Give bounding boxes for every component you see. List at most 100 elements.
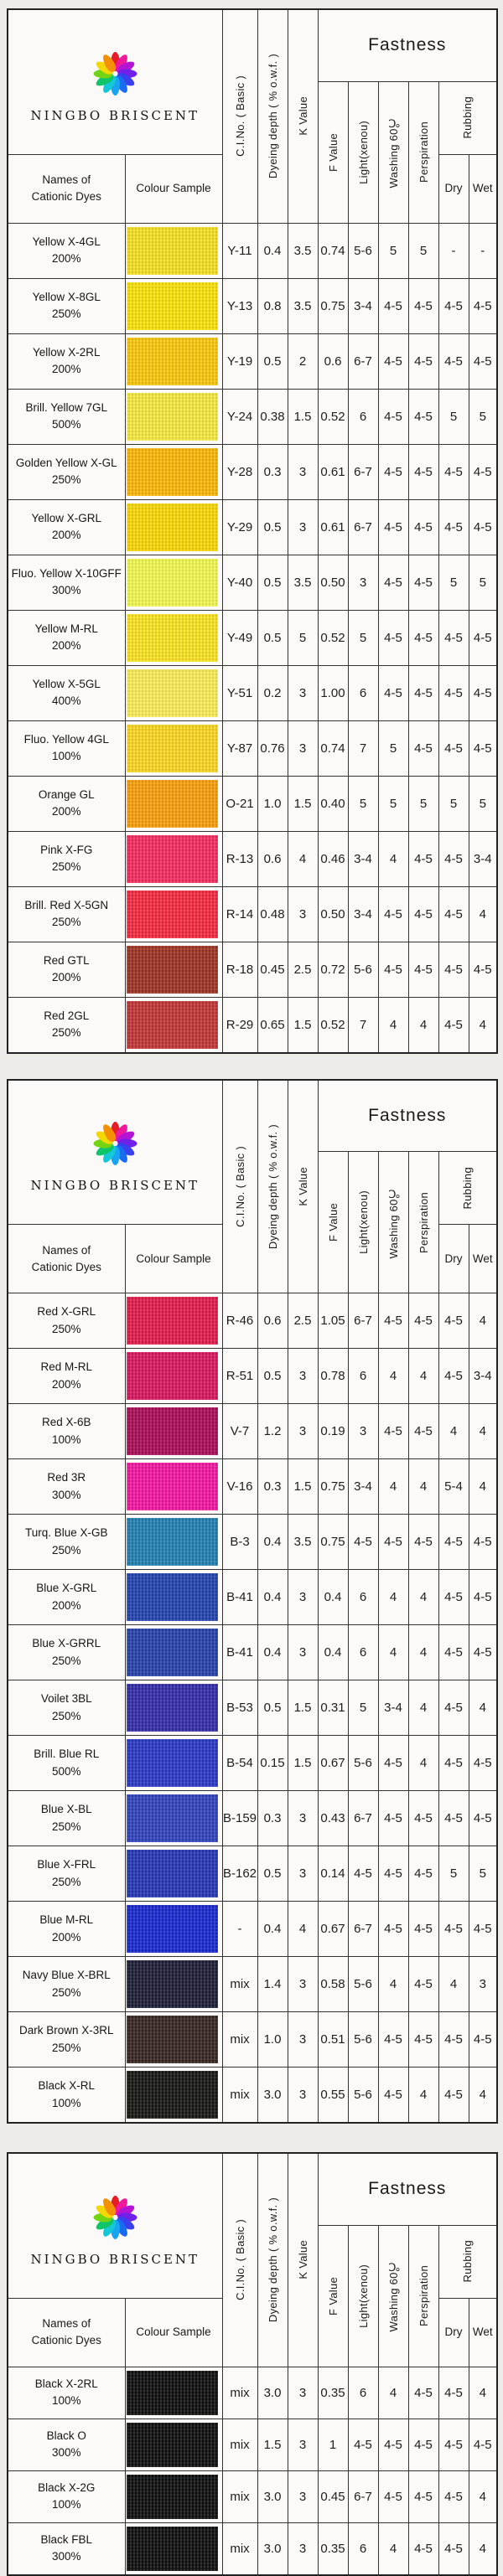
col-header-wet: Wet — [468, 2297, 498, 2367]
rubbing-wet-cell: 4 — [468, 1680, 498, 1736]
light-fastness-cell: 5-6 — [347, 2067, 379, 2124]
table-row: Black O 300% mix 1.5 3 1 4-5 4-5 4-5 4-5 4-5 — [7, 2418, 498, 2471]
dye-concentration: 300% — [51, 1488, 81, 1501]
perspiration-label: Perspiration — [417, 121, 430, 183]
perspiration-fastness-cell: 4-5 — [407, 388, 439, 445]
names-label-line2: Cationic Dyes — [31, 1260, 101, 1273]
washing-fastness-cell: 4-5 — [377, 1293, 409, 1349]
rubbing-wet-cell: 4 — [468, 2470, 498, 2523]
f-value-cell: 0.14 — [317, 1846, 349, 1902]
col-header-dyeing-depth: Dyeing depth ( % o.w.f. ) — [257, 2152, 288, 2367]
table-row: Turq. Blue X-GB 250% B-3 0.4 3.5 0.75 4-5 4-5 4-… — [7, 1514, 498, 1570]
washing-fastness-cell: 4-5 — [377, 554, 409, 611]
company-name: NINGBO BRISCENT — [30, 107, 200, 123]
rubbing-dry-cell: 4-5 — [438, 941, 469, 998]
f-value-label: F Value — [326, 132, 340, 172]
table-row: Brill. Yellow 7GL 500% Y-24 0.38 1.5 0.52 6 4-5… — [7, 388, 498, 445]
dye-name: Brill. Yellow 7GL — [25, 400, 108, 414]
colour-swatch — [126, 447, 218, 496]
dye-colour-card-1: NINGBO BRISCENT C.I.No. ( Basic ) Dyeing… — [7, 8, 499, 1054]
colour-swatch — [126, 834, 218, 883]
dye-name: Red 3R — [47, 1471, 86, 1484]
k-value-cell: 3 — [287, 2522, 319, 2575]
washing-fastness-cell: 4 — [377, 996, 409, 1053]
washing-fastness-cell: 3-4 — [377, 1680, 409, 1736]
light-fastness-cell: 6-7 — [347, 443, 379, 500]
rubbing-dry-cell: 4-5 — [438, 1514, 469, 1570]
dye-concentration: 300% — [51, 2446, 81, 2459]
dyeing-depth-cell: 0.48 — [257, 885, 288, 942]
table-row: Blue M-RL 200% -0.4 4 0.67 6-7 4-5 4-5 4-5 4-5 — [7, 1901, 498, 1957]
rubbing-wet-cell: 5 — [468, 554, 498, 611]
perspiration-fastness-cell: 4-5 — [407, 277, 439, 334]
colour-swatch — [126, 2071, 218, 2119]
ci-no-cell: mix — [221, 1956, 258, 2012]
colour-sample-cell — [124, 2470, 223, 2523]
colour-swatch — [126, 1905, 218, 1953]
washing-fastness-cell: 4-5 — [377, 2470, 409, 2523]
colour-swatch — [126, 669, 218, 717]
k-value-cell: 5 — [287, 609, 319, 666]
dye-name: Red M-RL — [40, 1360, 92, 1374]
colour-sample-cell — [124, 2011, 223, 2068]
dyeing-depth-cell: 0.4 — [257, 1901, 288, 1957]
table-row: Red 2GL 250% R-29 0.65 1.5 0.52 7 4 4 4-5 4 — [7, 996, 498, 1053]
rubbing-wet-cell: 4-5 — [468, 1514, 498, 1570]
rubbing-wet-cell: 4-5 — [468, 333, 498, 390]
col-header-dry: Dry — [438, 1224, 469, 1293]
rubbing-dry-cell: 4 — [438, 1403, 469, 1459]
header-row-2: F Value Light(xenou) Washing 60℃ Perspir… — [8, 1151, 498, 1293]
table-row: Red 3R 300% V-16 0.3 1.5 0.75 3-4 4 4 5-4 4 — [7, 1458, 498, 1515]
k-value-cell: 4 — [287, 830, 319, 887]
dyeing-depth-label: Dyeing depth ( % o.w.f. ) — [266, 2197, 279, 2323]
colour-sample-cell — [124, 2418, 223, 2471]
col-header-names: Names of Cationic Dyes — [7, 2297, 126, 2367]
rubbing-wet-cell: 4-5 — [468, 720, 498, 777]
f-value-cell: 0.4 — [317, 1624, 349, 1680]
f-value-cell: 0.40 — [317, 775, 349, 832]
light-fastness-cell: 4-5 — [347, 1846, 379, 1902]
rubbing-wet-cell: 3-4 — [468, 830, 498, 887]
k-value-cell: 2 — [287, 333, 319, 390]
rubbing-dry-cell: 4-5 — [438, 2418, 469, 2471]
colour-swatch — [126, 1684, 218, 1732]
color-wheel-logo — [87, 2190, 143, 2245]
dyeing-depth-cell: 0.2 — [257, 664, 288, 721]
perspiration-fastness-cell: 4 — [407, 1458, 439, 1515]
washing-fastness-cell: 4 — [377, 1348, 409, 1404]
f-value-cell: 0.31 — [317, 1680, 349, 1736]
table-row: Pink X-FG 250% R-13 0.6 4 0.46 3-4 4 4-5 4-5 3-4 — [7, 830, 498, 887]
light-fastness-cell: 7 — [347, 720, 379, 777]
perspiration-fastness-cell: 4 — [407, 1624, 439, 1680]
washing-fastness-cell: 4-5 — [377, 1735, 409, 1791]
light-label: Light(xenou) — [356, 2264, 370, 2328]
table-row: Brill. Blue RL 500% B-54 0.15 1.5 0.67 5-6 4-5 4… — [7, 1735, 498, 1791]
colour-swatch — [126, 2474, 218, 2519]
dye-concentration: 300% — [51, 2550, 81, 2563]
table-body: NINGBO BRISCENT C.I.No. ( Basic ) Dyeing… — [7, 1079, 498, 2124]
k-value-cell: 3 — [287, 2011, 319, 2068]
rubbing-label: Rubbing — [461, 1166, 474, 1210]
dyeing-depth-cell: 0.5 — [257, 498, 288, 555]
dye-name: Red 2GL — [44, 1009, 90, 1022]
logo-petal — [110, 51, 120, 71]
f-value-cell: 0.61 — [317, 498, 349, 555]
rubbing-wet-cell: 3 — [468, 1956, 498, 2012]
dyeing-depth-cell: 0.5 — [257, 1348, 288, 1404]
washing-fastness-cell: 4-5 — [377, 388, 409, 445]
washing-fastness-cell: 4-5 — [377, 1403, 409, 1459]
washing-fastness-cell: 4 — [377, 1956, 409, 2012]
dye-concentration: 200% — [51, 363, 81, 375]
ci-no-cell: R-51 — [221, 1348, 258, 1404]
washing-label: Washing 60℃ — [386, 1185, 400, 1259]
colour-swatch — [126, 281, 218, 330]
k-value-cell: 3 — [287, 664, 319, 721]
col-header-k-value: K Value — [287, 1079, 319, 1293]
k-value-cell: 1.5 — [287, 996, 319, 1053]
perspiration-fastness-cell: 4-5 — [407, 1790, 439, 1846]
washing-fastness-cell: 4-5 — [377, 443, 409, 500]
colour-swatch — [126, 1629, 218, 1676]
colour-sample-cell — [124, 1403, 223, 1459]
table-row: Golden Yellow X-GL 250% Y-28 0.3 3 0.61 6-7 4-5… — [7, 443, 498, 500]
perspiration-fastness-cell: 4-5 — [407, 1846, 439, 1902]
